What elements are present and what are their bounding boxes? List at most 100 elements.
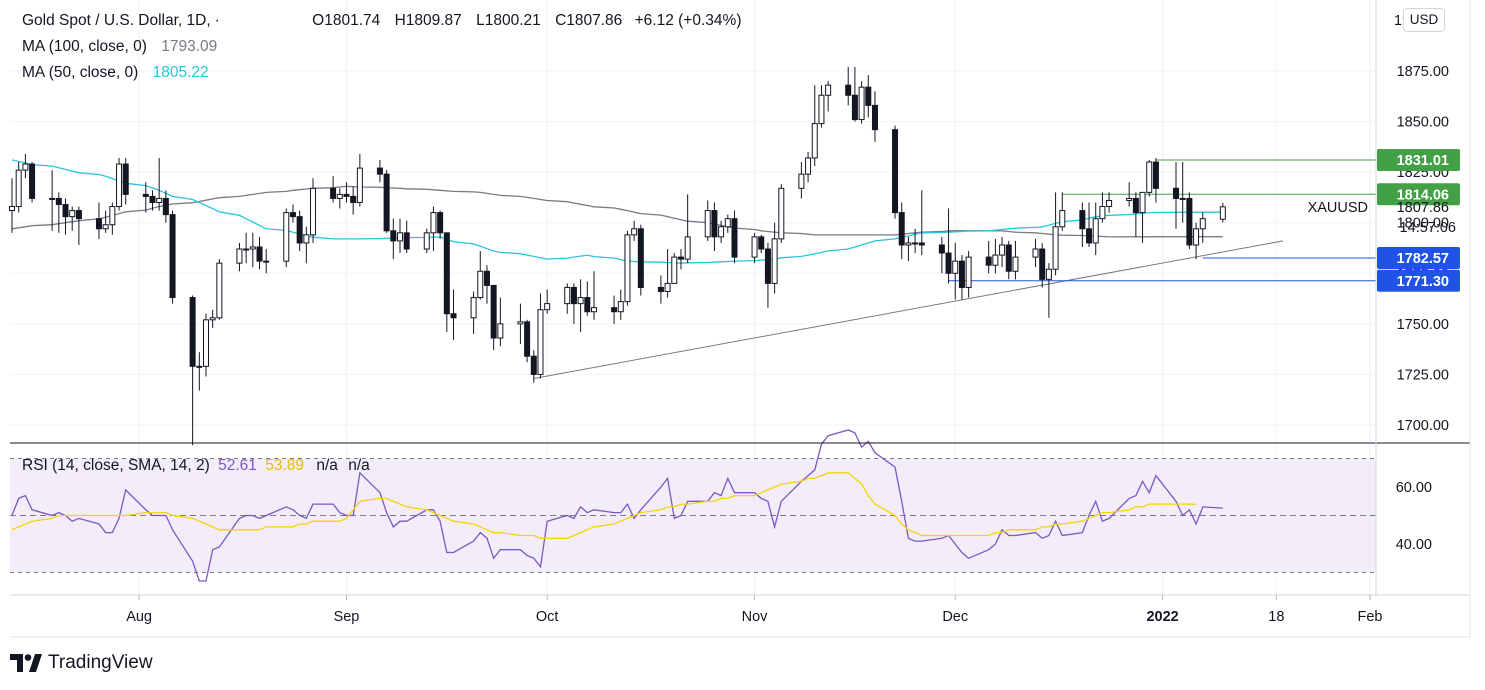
candle-body xyxy=(1152,161,1159,189)
candle-body xyxy=(1186,197,1193,246)
candle-body xyxy=(805,157,812,175)
candle-body xyxy=(209,317,216,321)
time-tick-label: Oct xyxy=(536,609,559,625)
legend-ohlc-row: Gold Spot / U.S. Dollar, 1D, · O1801.74 H… xyxy=(22,12,745,30)
candle-body xyxy=(75,210,82,220)
horizontal-levels xyxy=(533,159,1376,379)
candle-body xyxy=(1106,199,1113,208)
candle-body xyxy=(898,212,905,246)
candle-body xyxy=(156,197,163,203)
candle-body xyxy=(771,238,778,284)
candle-body xyxy=(858,86,865,121)
ma50-label: MA (50, close, 0) xyxy=(22,64,139,81)
countdown-label: 14:57:06 xyxy=(1400,220,1456,236)
candle-body xyxy=(102,224,109,230)
candle-body xyxy=(1059,210,1066,228)
rsi-line xyxy=(11,429,1223,582)
candle-body xyxy=(798,173,805,189)
candle-body xyxy=(116,163,123,208)
rsi-ma-value: 53.89 xyxy=(265,457,305,474)
candle-body xyxy=(490,284,497,339)
price-tick-label: 1800.00 xyxy=(1397,216,1449,232)
candle-body xyxy=(664,282,671,292)
candle-body xyxy=(544,303,551,311)
rsi-band xyxy=(10,458,1376,573)
candle-body xyxy=(1039,248,1046,280)
price-tick-label: 1750.00 xyxy=(1397,317,1449,333)
candle-body xyxy=(778,187,785,240)
candle-body xyxy=(517,321,524,325)
ma50-value: 1805.22 xyxy=(152,64,209,81)
legend-rsi-row[interactable]: RSI (14, close, SMA, 14, 2) 52.61 53.89 … xyxy=(22,457,370,475)
candle-body xyxy=(1045,268,1052,280)
candle-body xyxy=(584,297,591,313)
candle-body xyxy=(162,197,169,216)
candle-body xyxy=(263,260,270,263)
candle-body xyxy=(397,232,403,242)
candle-body xyxy=(624,234,631,303)
candle-body xyxy=(15,169,22,208)
tradingview-logo-icon xyxy=(10,654,42,672)
tradingview-brand[interactable]: TradingView xyxy=(10,652,153,674)
candle-body xyxy=(918,242,925,246)
candle-body xyxy=(871,104,878,131)
candle-body xyxy=(22,163,29,171)
candle-body xyxy=(62,204,69,218)
candle-body xyxy=(1005,244,1012,272)
candle-body xyxy=(310,187,317,236)
candle-body xyxy=(383,173,390,232)
ma100-label: MA (100, close, 0) xyxy=(22,38,147,55)
candle-body xyxy=(938,244,945,254)
candle-body xyxy=(303,234,310,244)
candle-body xyxy=(376,167,383,175)
candle-body xyxy=(671,256,678,284)
candle-body xyxy=(1086,228,1093,244)
legend-ma50-row[interactable]: MA (50, close, 0) 1805.22 xyxy=(22,64,213,82)
time-tick-label: Sep xyxy=(334,609,360,625)
candle-body xyxy=(350,195,357,203)
currency-badge[interactable]: USD xyxy=(1403,8,1445,32)
candle-body xyxy=(483,270,490,286)
candle-body xyxy=(169,214,176,299)
symbol-title[interactable]: Gold Spot / U.S. Dollar, 1D, xyxy=(22,12,211,29)
candle-body xyxy=(243,248,250,251)
candle-body xyxy=(189,297,196,367)
candle-body xyxy=(450,313,457,319)
candle-body xyxy=(999,244,1006,256)
candle-body xyxy=(1092,218,1099,244)
ohlc-change: +6.12 (+0.34%) xyxy=(634,12,742,29)
candle-body xyxy=(958,260,965,288)
candle-body xyxy=(95,218,102,230)
candle-body xyxy=(1012,256,1019,272)
candle-body xyxy=(1052,226,1059,270)
candle-body xyxy=(497,323,504,339)
candle-body xyxy=(684,236,691,260)
price-tag-label: 1831.01 xyxy=(1397,153,1449,169)
time-tick-label: Feb xyxy=(1358,609,1383,625)
price-tag-label: 1771.30 xyxy=(1397,274,1449,290)
candle-body xyxy=(1079,210,1086,230)
candle-body xyxy=(704,210,711,238)
candle-body xyxy=(845,84,852,96)
candle-body xyxy=(985,256,992,266)
candle-body xyxy=(69,210,76,218)
candle-body xyxy=(851,94,858,121)
rsi-lines xyxy=(11,429,1223,582)
candle-body xyxy=(905,242,912,246)
candle-body xyxy=(591,307,597,313)
candle-body xyxy=(537,309,544,375)
candle-body xyxy=(203,319,209,367)
candle-body xyxy=(9,206,15,212)
candle-body xyxy=(1179,197,1186,200)
candle-body xyxy=(149,195,156,203)
price-tag-label: 1814.06 xyxy=(1397,187,1449,203)
rsi-na-2: n/a xyxy=(348,457,370,474)
candle-body xyxy=(945,252,952,274)
candle-body xyxy=(1146,161,1153,193)
candle-body xyxy=(356,167,363,203)
ohlc-open: O1801.74 xyxy=(312,12,381,29)
candle-body xyxy=(731,218,738,258)
legend-ma100-row[interactable]: MA (100, close, 0) 1793.09 xyxy=(22,38,221,56)
candle-body xyxy=(892,129,899,214)
